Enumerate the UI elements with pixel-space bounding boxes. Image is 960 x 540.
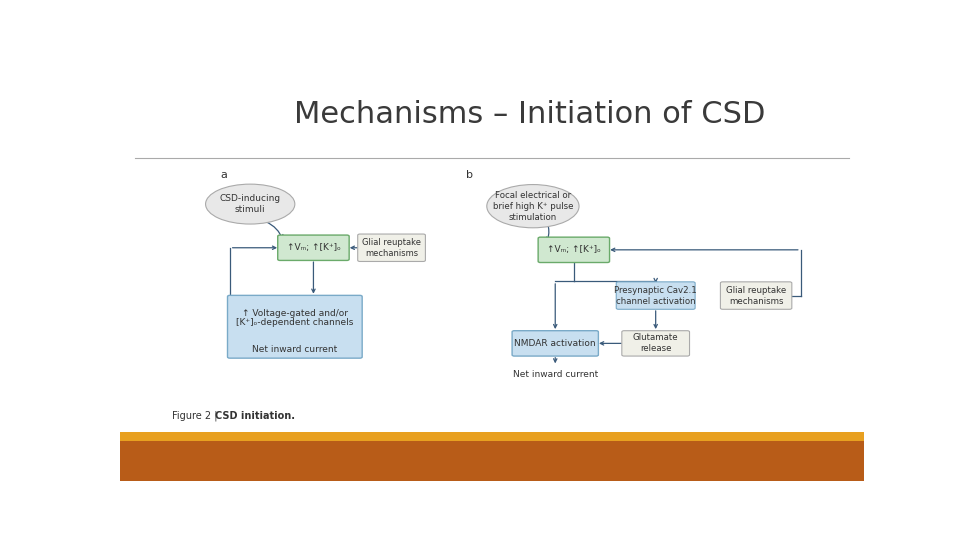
FancyBboxPatch shape: [512, 330, 598, 356]
Text: ↑ Voltage-gated and/or: ↑ Voltage-gated and/or: [242, 309, 348, 318]
Text: CSD-inducing
stimuli: CSD-inducing stimuli: [220, 194, 280, 214]
Text: Focal electrical or
brief high K⁺ pulse
stimulation: Focal electrical or brief high K⁺ pulse …: [492, 191, 573, 222]
Text: Figure 2 |: Figure 2 |: [172, 411, 221, 421]
Text: NMDAR activation: NMDAR activation: [515, 339, 596, 348]
Text: Glial reuptake
mechanisms: Glial reuptake mechanisms: [726, 286, 786, 306]
Text: CSD initiation.: CSD initiation.: [215, 411, 296, 421]
FancyBboxPatch shape: [277, 235, 349, 260]
Text: ↑Vₘ; ↑[K⁺]ₒ: ↑Vₘ; ↑[K⁺]ₒ: [286, 243, 341, 252]
Text: Glial reuptake
mechanisms: Glial reuptake mechanisms: [362, 238, 421, 258]
Text: Net inward current: Net inward current: [513, 370, 598, 379]
Text: [K⁺]ₒ-dependent channels: [K⁺]ₒ-dependent channels: [236, 318, 353, 327]
FancyBboxPatch shape: [228, 295, 362, 358]
Text: a: a: [221, 170, 228, 180]
FancyBboxPatch shape: [539, 237, 610, 262]
Text: Net inward current: Net inward current: [252, 345, 338, 354]
Text: ↑Vₘ; ↑[K⁺]ₒ: ↑Vₘ; ↑[K⁺]ₒ: [547, 245, 601, 254]
FancyBboxPatch shape: [616, 282, 695, 309]
FancyBboxPatch shape: [358, 234, 425, 261]
Ellipse shape: [205, 184, 295, 224]
FancyBboxPatch shape: [622, 330, 689, 356]
Text: b: b: [466, 170, 473, 180]
FancyBboxPatch shape: [720, 282, 792, 309]
Bar: [120, 441, 864, 481]
Text: Glutamate
release: Glutamate release: [633, 333, 679, 354]
Ellipse shape: [487, 185, 579, 228]
Text: Mechanisms – Initiation of CSD: Mechanisms – Initiation of CSD: [294, 100, 765, 129]
Bar: [120, 432, 864, 441]
Text: Presynaptic Cav2.1
channel activation: Presynaptic Cav2.1 channel activation: [614, 286, 697, 306]
